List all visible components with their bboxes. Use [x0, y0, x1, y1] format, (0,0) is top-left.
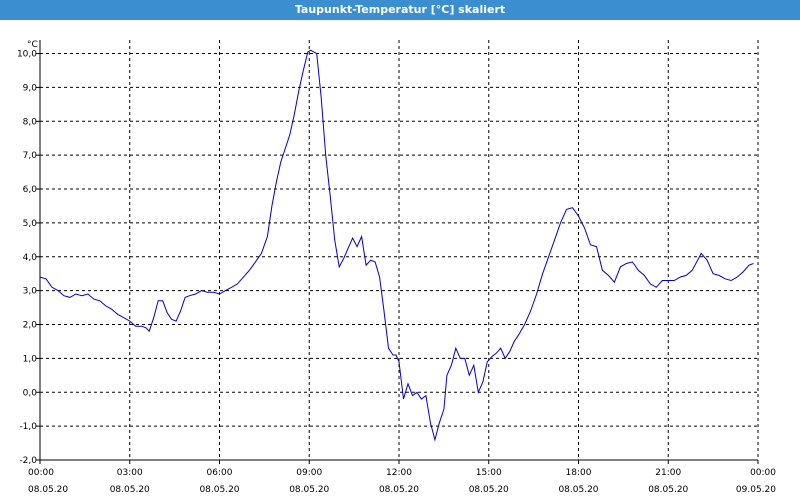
x-tick-time-label: 00:00: [750, 468, 776, 478]
y-axis-unit-label: °C: [27, 40, 38, 50]
x-tick-date-label: 08.05.20: [28, 485, 68, 495]
x-tick-time-label: 12:00: [386, 468, 412, 478]
x-tick-date-label: 08.05.20: [289, 485, 329, 495]
y-tick-label: 0,0: [23, 388, 38, 398]
y-tick-label: 4,0: [23, 253, 38, 263]
x-tick-date-label: 08.05.20: [648, 485, 688, 495]
grid: [39, 40, 759, 461]
dewpoint-chart: -2,0 -1,0 0,0 1,0 2,0 3,0 4,0 5,0 6,0 7,0 8,0 9,0 10…: [17, 40, 776, 495]
x-tick-date-label: 08.05.20: [199, 485, 239, 495]
x-tick-date-label: 08.05.20: [469, 485, 509, 495]
y-tick-label: 1,0: [23, 354, 38, 364]
x-tick-time-label: 21:00: [655, 468, 681, 478]
series-line-0: [39, 49, 754, 442]
y-tick-label: -1,0: [19, 422, 37, 432]
y-tick-label: 3,0: [23, 287, 38, 297]
y-axis: -2,0 -1,0 0,0 1,0 2,0 3,0 4,0 5,0 6,0 7,0 8,0 9,0 10…: [17, 50, 40, 466]
y-tick-label: 9,0: [23, 83, 38, 93]
x-tick-time-label: 18:00: [566, 468, 592, 478]
y-tick-label: 5,0: [23, 219, 38, 229]
y-tick-label: 8,0: [23, 117, 38, 127]
y-tick-label: 10,0: [17, 50, 37, 60]
window-title: Taupunkt-Temperatur [°C] skaliert: [0, 0, 800, 20]
y-tick-label: 2,0: [23, 321, 38, 331]
x-tick-time-label: 15:00: [476, 468, 502, 478]
x-tick-date-label: 08.05.20: [379, 485, 419, 495]
y-tick-label: 7,0: [23, 151, 38, 161]
x-tick-time-label: 09:00: [296, 468, 322, 478]
y-tick-label: 6,0: [23, 185, 38, 195]
x-tick-time-label: 03:00: [117, 468, 143, 478]
x-axis: 00:00 08.05.20 03:00 08.05.20 06:00 08.05.20 0…: [28, 460, 776, 495]
y-tick-label: -2,0: [19, 456, 37, 466]
x-tick-date-label: 08.05.20: [558, 485, 598, 495]
series-layer: [39, 49, 754, 442]
x-tick-time-label: 00:00: [28, 468, 54, 478]
x-tick-date-label: 09.05.20: [736, 485, 776, 495]
x-tick-time-label: 06:00: [207, 468, 233, 478]
x-tick-date-label: 08.05.20: [110, 485, 150, 495]
